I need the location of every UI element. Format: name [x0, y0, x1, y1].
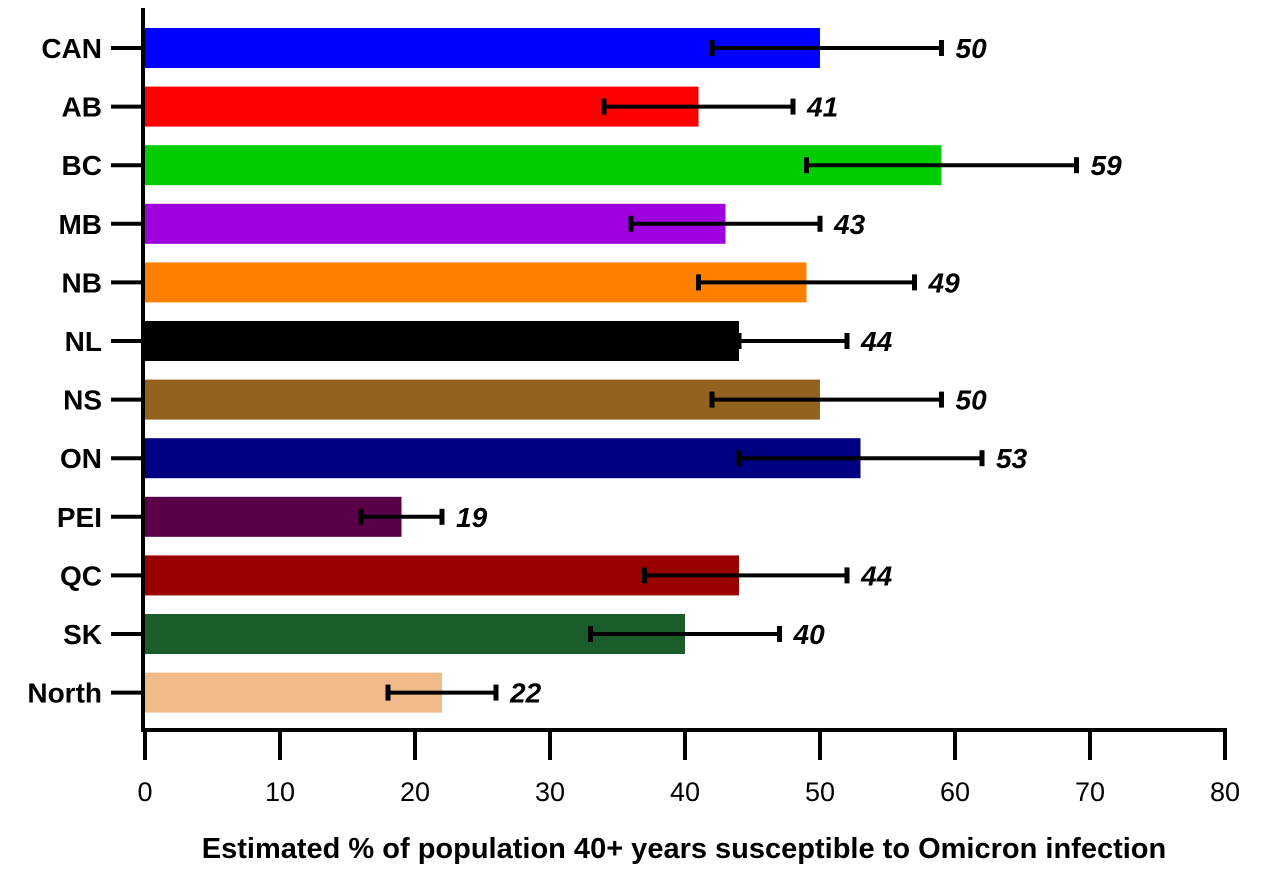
x-tick-label-0: 0 — [137, 777, 152, 807]
value-label-north: 22 — [509, 678, 542, 709]
value-label-sk: 40 — [793, 619, 826, 650]
value-label-qc: 44 — [860, 560, 893, 591]
x-tick-label-60: 60 — [940, 777, 970, 807]
value-label-ab: 41 — [806, 92, 838, 123]
y-tick-label-mb: MB — [58, 209, 102, 240]
bar-nl — [145, 321, 739, 361]
y-tick-label-nl: NL — [65, 326, 102, 357]
bar-ns — [145, 379, 820, 420]
x-tick-label-20: 20 — [400, 777, 430, 807]
y-tick-label-on: ON — [60, 443, 102, 474]
y-tick-label-pei: PEI — [57, 502, 102, 533]
axes-layer — [111, 8, 1227, 760]
y-tick-label-ns: NS — [63, 385, 102, 416]
labels-layer: CAN 50 AB 41 BC 59 MB 43 NB 49 NL 44 NS 50 ON 53 PEI 19 QC… — [27, 33, 1240, 807]
x-tick-label-10: 10 — [265, 777, 295, 807]
x-axis-title: Estimated % of population 40+ years susc… — [202, 833, 1166, 865]
value-label-on: 53 — [996, 443, 1028, 474]
x-tick-label-40: 40 — [670, 777, 700, 807]
y-tick-label-ab: AB — [62, 92, 102, 123]
y-tick-label-nb: NB — [62, 267, 102, 298]
y-tick-label-can: CAN — [41, 33, 102, 64]
bars-layer — [145, 28, 942, 713]
value-label-can: 50 — [956, 33, 988, 64]
value-label-mb: 43 — [833, 209, 866, 240]
x-tick-label-80: 80 — [1210, 777, 1240, 807]
bar-qc — [145, 555, 739, 596]
value-label-ns: 50 — [956, 385, 988, 416]
x-tick-label-30: 30 — [535, 777, 565, 807]
y-tick-label-north: North — [27, 678, 102, 709]
value-label-pei: 19 — [456, 502, 488, 533]
x-tick-label-70: 70 — [1075, 777, 1105, 807]
y-tick-label-sk: SK — [63, 619, 102, 650]
x-tick-label-50: 50 — [805, 777, 835, 807]
y-tick-label-bc: BC — [62, 150, 102, 181]
value-label-bc: 59 — [1091, 150, 1123, 181]
bar-can — [145, 28, 820, 68]
error-bars-layer — [358, 40, 1079, 701]
y-tick-label-qc: QC — [60, 560, 102, 591]
value-label-nl: 44 — [860, 326, 893, 357]
value-label-nb: 49 — [928, 267, 961, 298]
